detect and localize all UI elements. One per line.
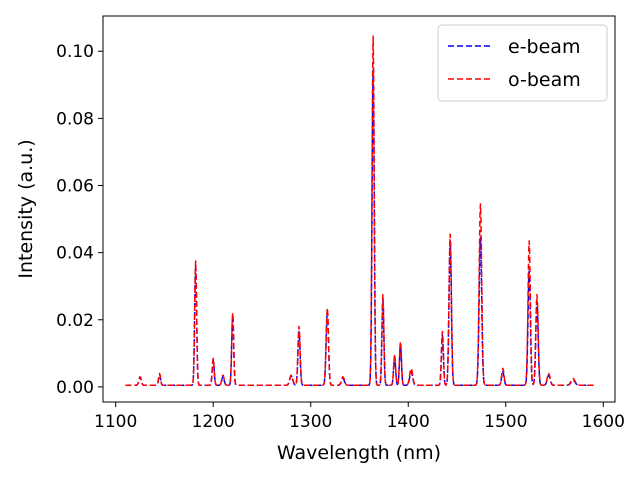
y-tick-label: 0.02 xyxy=(56,311,94,331)
legend-box xyxy=(437,24,608,102)
y-tick-label: 0.00 xyxy=(56,378,94,398)
legend-label-o-beam: o-beam xyxy=(508,69,581,91)
plot-area xyxy=(125,35,594,386)
x-tick-label: 1400 xyxy=(387,412,430,432)
y-axis-label: Intensity (a.u.) xyxy=(15,139,37,278)
axis-ticks: 1100 1200 1300 1400 1500 1600 0.00 0.02 0.04 0.06… xyxy=(56,42,625,432)
y-tick-label: 0.10 xyxy=(56,42,94,62)
x-tick-label: 1200 xyxy=(192,412,235,432)
x-axis-label: Wavelength (nm) xyxy=(277,442,441,464)
x-tick-label: 1300 xyxy=(289,412,332,432)
y-tick-label: 0.04 xyxy=(56,244,94,264)
axes-frame xyxy=(102,15,616,403)
legend-label-e-beam: e-beam xyxy=(508,36,580,58)
y-tick-label: 0.06 xyxy=(56,177,94,197)
x-tick-label: 1600 xyxy=(582,412,625,432)
series-line-e-beam xyxy=(125,68,594,386)
x-tick-label: 1500 xyxy=(484,412,527,432)
x-tick-label: 1100 xyxy=(94,412,137,432)
series-line-o-beam xyxy=(125,35,594,386)
y-tick-label: 0.08 xyxy=(56,109,94,129)
legend: e-beam o-beam xyxy=(437,24,608,102)
